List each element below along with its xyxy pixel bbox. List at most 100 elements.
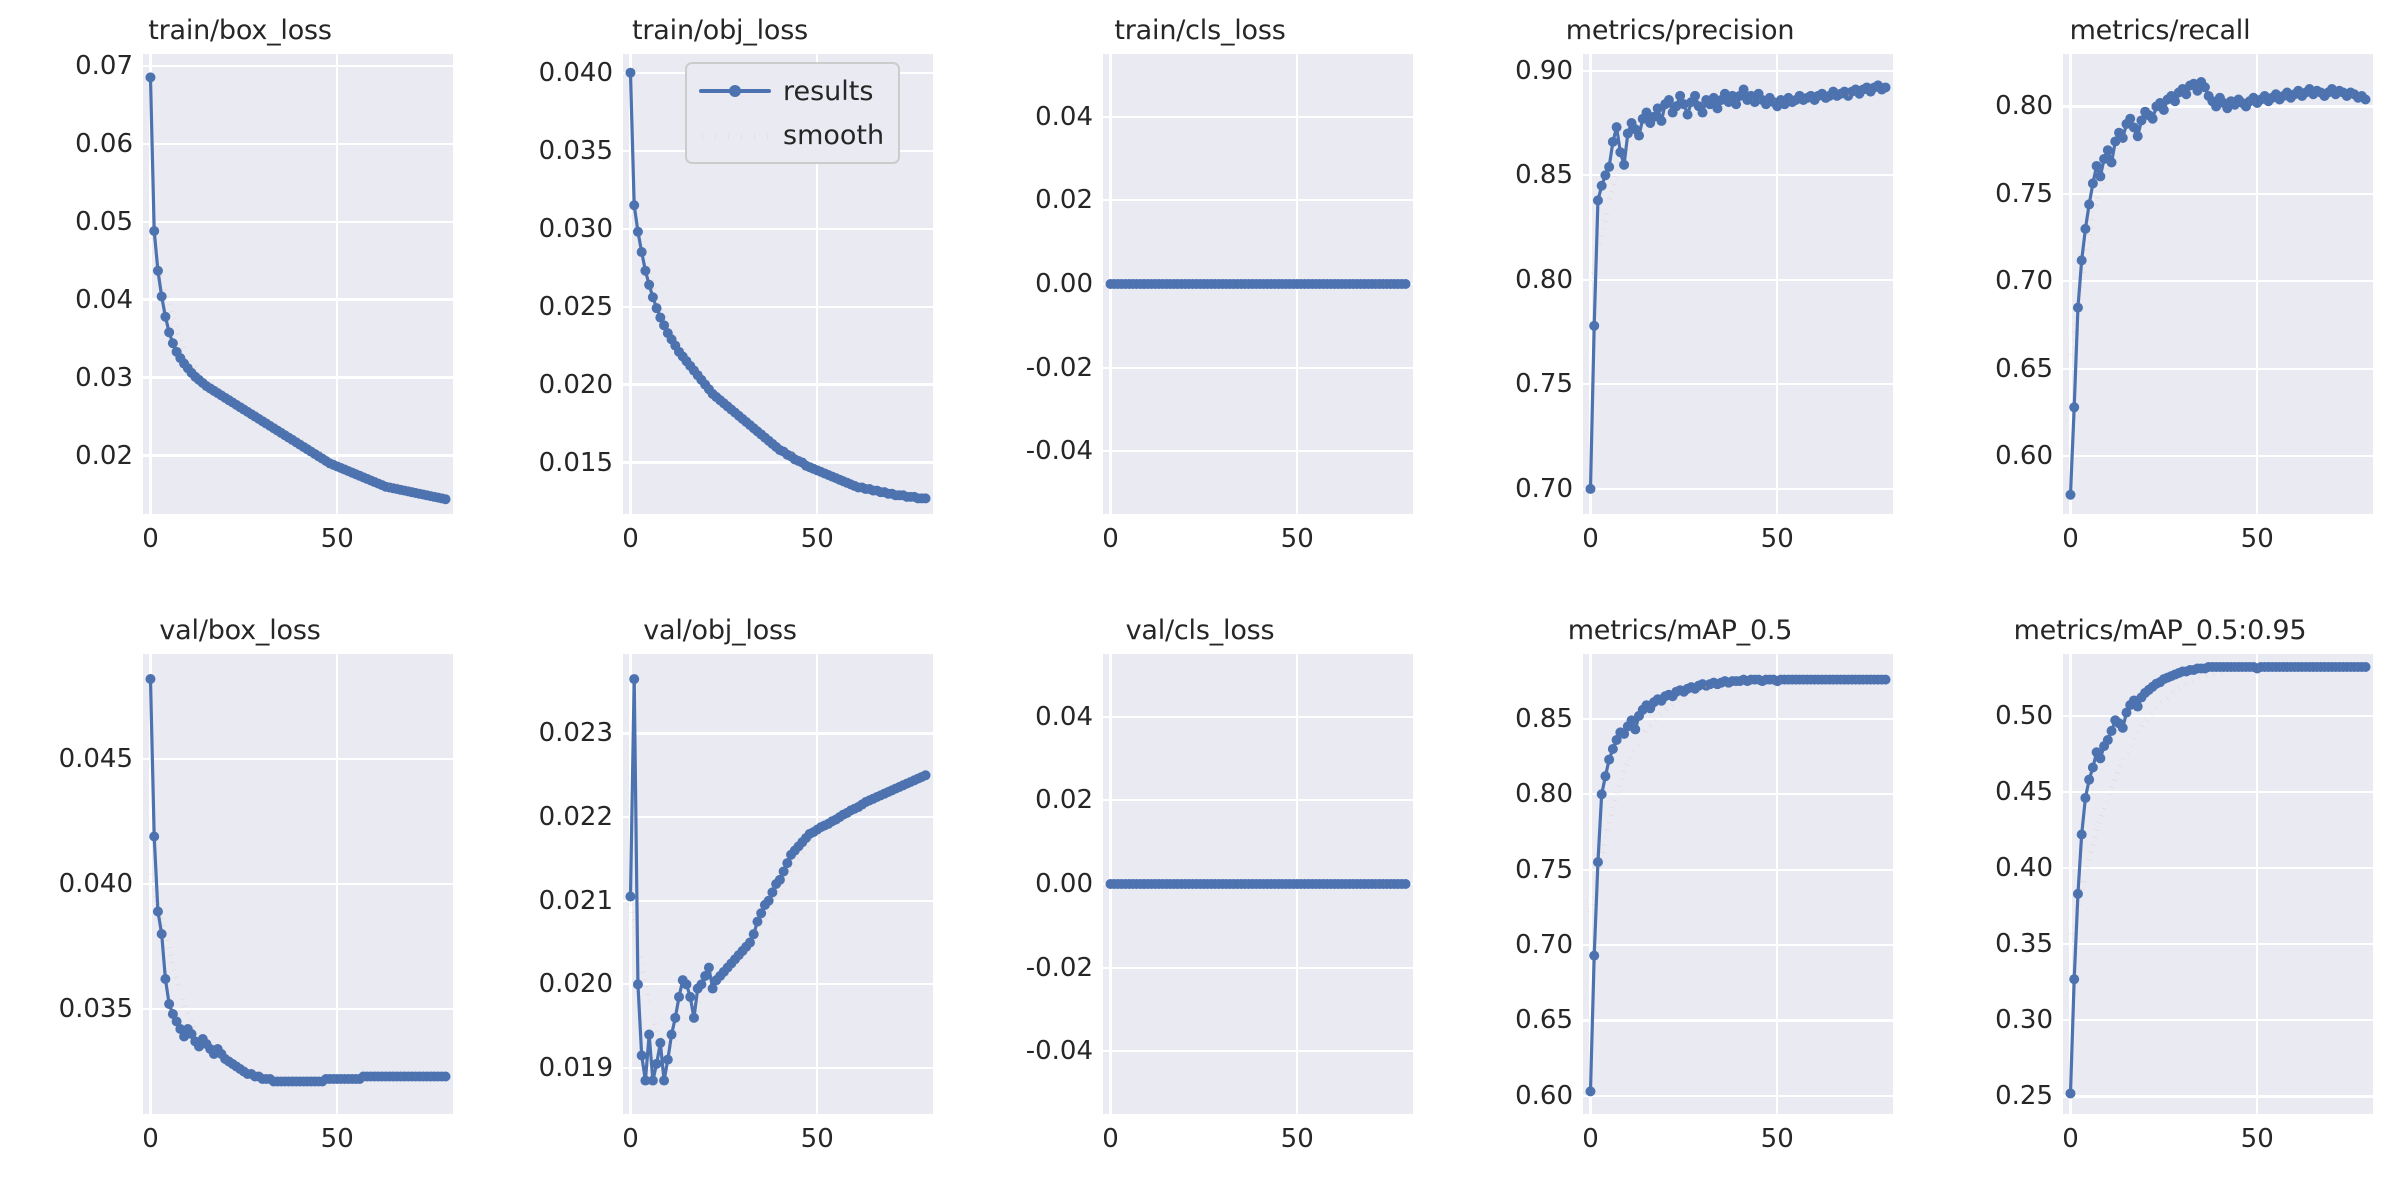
- x-tick-label: 50: [1760, 524, 1794, 554]
- results-marker: [2099, 153, 2110, 164]
- gridline-horizontal: [143, 882, 453, 886]
- y-tick-label: 0.035: [538, 135, 613, 166]
- results-marker: [1675, 90, 1686, 101]
- x-axis-metrics-map-0-5-0-95: 0 50: [2062, 1114, 2373, 1164]
- gridline-horizontal: [1583, 717, 1893, 720]
- results-marker: [152, 265, 163, 276]
- results-marker: [748, 929, 759, 940]
- gridline-horizontal: [2063, 866, 2373, 870]
- results-marker: [1604, 754, 1615, 765]
- results-marker: [2076, 829, 2087, 840]
- plot-area-metrics-map-0-5: [1583, 654, 1893, 1114]
- plot-area-metrics-map-0-5-0-95: [2063, 654, 2373, 1114]
- gridline-horizontal: [1103, 366, 1413, 369]
- plot-area-val-box-loss: [143, 654, 453, 1114]
- results-marker: [636, 1050, 647, 1061]
- results-marker: [1611, 734, 1622, 745]
- y-tick-label: 0.04: [1035, 701, 1093, 732]
- y-tick-label: 0.45: [1995, 776, 2053, 807]
- legend-swatch-smooth: [699, 122, 771, 148]
- gridline-horizontal: [1583, 487, 1893, 490]
- results-marker: [1731, 99, 1742, 110]
- results-marker: [2110, 136, 2121, 147]
- gridline-horizontal: [2063, 1019, 2373, 1022]
- results-marker: [625, 67, 636, 78]
- results-marker: [440, 1071, 451, 1082]
- gridline-horizontal: [623, 383, 933, 386]
- results-line: [1588, 83, 1888, 491]
- results-marker: [1607, 744, 1618, 755]
- results-marker: [160, 974, 171, 984]
- results-marker: [1630, 724, 1641, 735]
- panel-title-metrics-recall: metrics/recall: [2069, 15, 2251, 46]
- panel-train-obj-loss: train/obj_loss 0.015 0.020 0.025 0.030 0.035 0…: [480, 0, 960, 600]
- series-results-val-obj-loss: [625, 674, 931, 1086]
- results-marker: [778, 866, 789, 877]
- x-tick-label: 0: [142, 524, 159, 554]
- results-marker: [1596, 789, 1607, 800]
- x-tick-label: 0: [2062, 1124, 2079, 1154]
- y-tick-label: -0.02: [1025, 352, 1093, 383]
- y-tick-label: 0.020: [538, 969, 613, 1000]
- results-marker: [756, 908, 767, 919]
- x-tick-label: 50: [320, 1124, 354, 1154]
- results-marker: [1727, 90, 1738, 101]
- results-marker: [1585, 483, 1596, 494]
- results-marker: [2136, 115, 2147, 126]
- results-marker: [167, 1009, 178, 1019]
- results-marker: [782, 858, 793, 869]
- y-tick-label: 0.05: [75, 206, 133, 237]
- smooth-line: [1587, 84, 1886, 289]
- y-tick-label: 0.65: [1515, 1005, 1573, 1036]
- results-marker: [1648, 111, 1659, 122]
- plot-area-metrics-recall: [2063, 54, 2373, 514]
- gridline-vertical: [629, 54, 632, 514]
- y-tick-label: 0.75: [1515, 854, 1573, 885]
- results-marker: [1738, 84, 1749, 95]
- results-marker: [440, 494, 451, 505]
- gridline-horizontal: [1583, 383, 1893, 386]
- y-axis-val-box-loss: 0.035 0.040 0.045: [0, 654, 133, 1114]
- gridline-vertical: [336, 54, 339, 514]
- results-marker: [659, 320, 670, 331]
- y-tick-label: 0.022: [538, 802, 613, 833]
- y-tick-label: 0.35: [1995, 929, 2053, 960]
- gridline-horizontal: [2063, 714, 2373, 717]
- legend-label-results: results: [783, 75, 874, 107]
- results-marker: [920, 770, 931, 781]
- gridline-vertical: [2069, 654, 2072, 1114]
- results-marker: [1607, 136, 1618, 147]
- results-marker: [659, 1075, 670, 1086]
- results-marker: [696, 979, 707, 990]
- gridline-horizontal: [1103, 199, 1413, 202]
- y-tick-label: 0.019: [538, 1053, 613, 1083]
- gridline-horizontal: [143, 220, 453, 223]
- results-marker: [2125, 113, 2136, 124]
- y-tick-label: 0.04: [75, 284, 133, 315]
- gridline-horizontal: [1103, 115, 1413, 118]
- gridline-vertical: [816, 654, 819, 1114]
- gridline-horizontal: [143, 1007, 453, 1011]
- results-marker: [1592, 195, 1603, 206]
- panel-train-cls-loss: train/cls_loss -0.04 -0.02 0.00 0.02 0.04 0 50: [960, 0, 1440, 600]
- results-marker: [2069, 974, 2080, 985]
- results-marker: [1596, 180, 1607, 191]
- panel-title-val-box-loss: val/box_loss: [159, 615, 321, 646]
- results-marker: [145, 674, 156, 684]
- gridline-vertical: [1589, 54, 1592, 514]
- y-tick-label: 0.80: [1515, 264, 1573, 295]
- gridline-vertical: [816, 54, 819, 514]
- y-tick-label: 0.30: [1995, 1005, 2053, 1036]
- y-axis-train-obj-loss: 0.015 0.020 0.025 0.030 0.035 0.040: [480, 54, 613, 514]
- gridline-horizontal: [1583, 1094, 1893, 1097]
- results-marker: [2117, 722, 2128, 733]
- results-marker: [920, 493, 931, 504]
- gridline-horizontal: [623, 983, 933, 986]
- gridline-vertical: [1776, 54, 1779, 514]
- gridline-horizontal: [623, 899, 933, 902]
- y-tick-label: 0.020: [538, 369, 613, 400]
- series-smooth-val-box-loss: [147, 873, 446, 1085]
- gridline-horizontal: [1103, 966, 1413, 969]
- results-marker: [1585, 1086, 1596, 1097]
- results-marker: [774, 874, 785, 885]
